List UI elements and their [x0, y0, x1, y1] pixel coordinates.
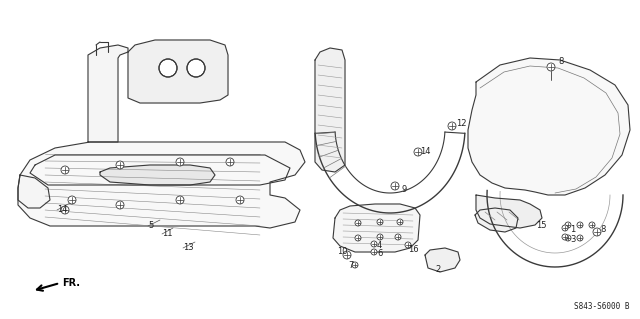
Text: 3: 3	[570, 235, 575, 244]
Circle shape	[391, 182, 399, 190]
Circle shape	[352, 262, 358, 268]
Circle shape	[547, 63, 555, 71]
Text: S843-S6000 B: S843-S6000 B	[575, 302, 630, 311]
Circle shape	[593, 228, 601, 236]
Circle shape	[116, 161, 124, 169]
Circle shape	[562, 234, 568, 240]
Text: 11: 11	[162, 229, 173, 239]
Circle shape	[565, 222, 571, 228]
Circle shape	[395, 234, 401, 240]
Polygon shape	[425, 248, 460, 272]
Text: 15: 15	[536, 221, 547, 231]
Circle shape	[355, 220, 361, 226]
Text: FR.: FR.	[62, 278, 80, 288]
Text: 9: 9	[402, 186, 407, 195]
Circle shape	[448, 122, 456, 130]
Text: 4: 4	[377, 241, 382, 250]
Circle shape	[397, 219, 403, 225]
Circle shape	[405, 242, 411, 248]
Polygon shape	[88, 45, 128, 142]
Circle shape	[226, 158, 234, 166]
Circle shape	[187, 59, 205, 77]
Circle shape	[577, 235, 583, 241]
Polygon shape	[333, 204, 420, 252]
Text: 7: 7	[348, 262, 353, 271]
Polygon shape	[476, 195, 542, 228]
Circle shape	[159, 59, 177, 77]
Text: 2: 2	[435, 265, 440, 275]
Polygon shape	[315, 48, 345, 172]
Circle shape	[565, 235, 571, 241]
Circle shape	[371, 249, 377, 255]
Circle shape	[68, 196, 76, 204]
Circle shape	[116, 201, 124, 209]
Polygon shape	[18, 142, 305, 228]
Circle shape	[577, 222, 583, 228]
Polygon shape	[468, 58, 630, 195]
Circle shape	[562, 225, 568, 231]
Circle shape	[176, 158, 184, 166]
Text: 14: 14	[57, 205, 67, 214]
Circle shape	[414, 148, 422, 156]
Circle shape	[371, 241, 377, 247]
Polygon shape	[100, 165, 215, 185]
Circle shape	[236, 196, 244, 204]
Text: 10: 10	[337, 248, 348, 256]
Text: 14: 14	[420, 147, 431, 157]
Text: 6: 6	[377, 249, 382, 258]
Text: 1: 1	[570, 226, 575, 234]
Circle shape	[176, 196, 184, 204]
Text: 5: 5	[148, 221, 153, 231]
Text: 13: 13	[183, 243, 194, 253]
Circle shape	[61, 166, 69, 174]
Polygon shape	[128, 40, 228, 103]
Circle shape	[377, 219, 383, 225]
Text: 8: 8	[558, 57, 563, 66]
Circle shape	[343, 251, 351, 259]
Polygon shape	[475, 208, 518, 232]
Text: 8: 8	[600, 226, 605, 234]
Circle shape	[377, 234, 383, 240]
Circle shape	[589, 222, 595, 228]
Text: 16: 16	[408, 246, 419, 255]
Circle shape	[355, 235, 361, 241]
Circle shape	[61, 206, 69, 214]
Text: 12: 12	[456, 120, 467, 129]
Polygon shape	[18, 175, 50, 208]
